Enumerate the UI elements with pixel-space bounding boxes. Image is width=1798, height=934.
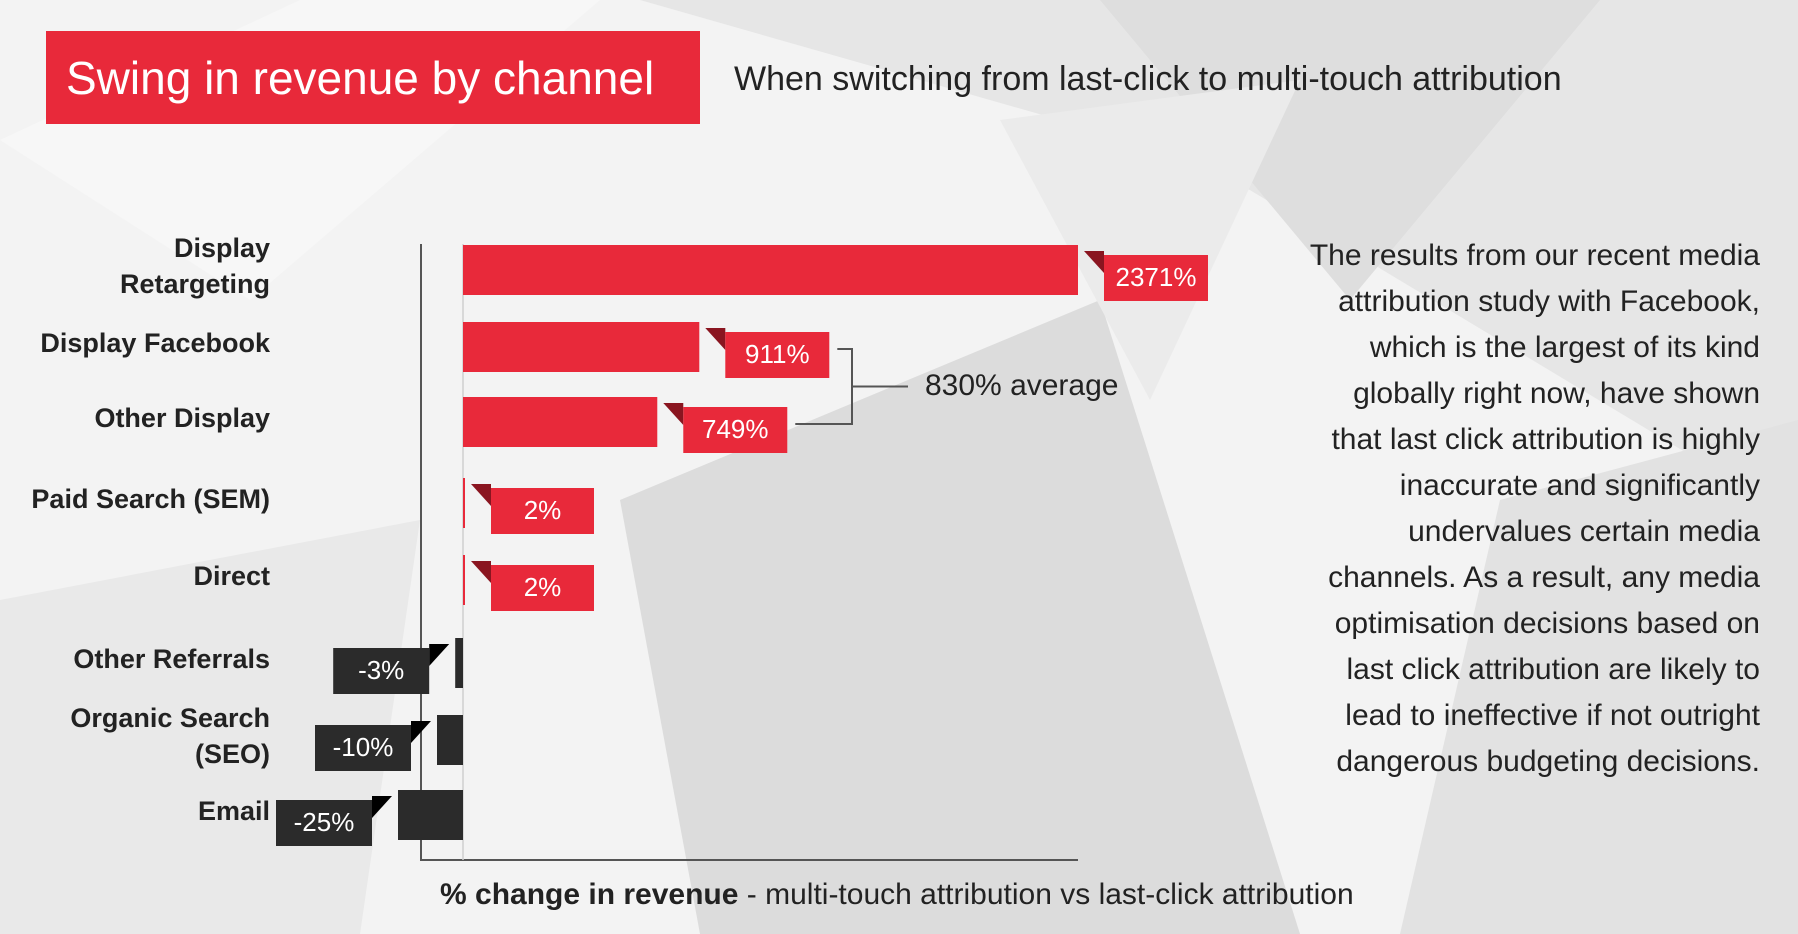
value-label: 2371% <box>1116 262 1197 292</box>
category-label-line: Organic Search <box>70 703 270 733</box>
value-label-box <box>1104 255 1208 301</box>
value-label: 2% <box>524 572 562 602</box>
category-label-line: Display <box>173 233 270 263</box>
bar <box>463 322 700 372</box>
bar <box>463 245 1078 295</box>
label-tab <box>471 484 491 506</box>
value-label: -3% <box>358 655 404 685</box>
label-tab <box>1084 251 1104 273</box>
value-label: -25% <box>294 807 355 837</box>
x-axis-label-bold: % change in revenue <box>440 878 739 911</box>
category-label: Direct <box>0 558 270 594</box>
label-tab <box>372 796 392 818</box>
x-axis-label-rest: - multi-touch attribution vs last-click … <box>738 878 1354 911</box>
average-annotation: 830% average <box>925 369 1119 402</box>
value-label-box <box>683 407 788 453</box>
label-tab <box>471 561 491 583</box>
value-label-box <box>276 800 372 846</box>
category-label-line: Paid Search (SEM) <box>31 484 270 514</box>
category-label-line: Other Display <box>94 403 270 433</box>
label-tab <box>705 328 726 350</box>
bar <box>463 397 658 447</box>
page-subtitle: When switching from last-click to multi-… <box>734 60 1562 98</box>
category-label-line: Email <box>197 796 270 826</box>
value-label-box <box>725 332 830 378</box>
category-label-line: (SEO) <box>194 739 270 769</box>
title-banner: Swing in revenue by channel <box>46 31 700 124</box>
category-label: Display Retargeting <box>0 230 270 302</box>
x-axis-label: % change in revenue - multi-touch attrib… <box>440 878 1354 912</box>
label-tab <box>663 403 684 425</box>
label-tab <box>429 644 450 666</box>
category-label-line: Other Referrals <box>73 644 270 674</box>
value-label: 2% <box>524 495 562 525</box>
label-tab <box>411 721 431 743</box>
value-label: 749% <box>702 414 769 444</box>
category-label: Paid Search (SEM) <box>0 481 270 517</box>
category-label: Other Display <box>0 400 270 436</box>
bar <box>463 478 465 528</box>
category-label: Display Facebook <box>0 325 270 361</box>
bar <box>398 790 463 840</box>
body-text: The results from our recent media attrib… <box>1309 239 1760 778</box>
category-label: Email <box>0 793 270 829</box>
value-label-box <box>315 725 411 771</box>
category-label-line: Display Facebook <box>40 328 270 358</box>
category-label-line: Direct <box>193 561 270 591</box>
value-label: -10% <box>333 732 394 762</box>
value-label-box <box>491 565 594 611</box>
value-label: 911% <box>745 339 810 369</box>
bar <box>437 715 463 765</box>
bar <box>463 555 465 605</box>
category-label-line: Retargeting <box>119 269 270 299</box>
value-label-box <box>491 488 594 534</box>
value-label-box <box>333 648 430 694</box>
category-label: Organic Search (SEO) <box>0 700 270 772</box>
category-label: Other Referrals <box>0 641 270 677</box>
page-title: Swing in revenue by channel <box>66 51 655 104</box>
bar <box>455 638 463 688</box>
